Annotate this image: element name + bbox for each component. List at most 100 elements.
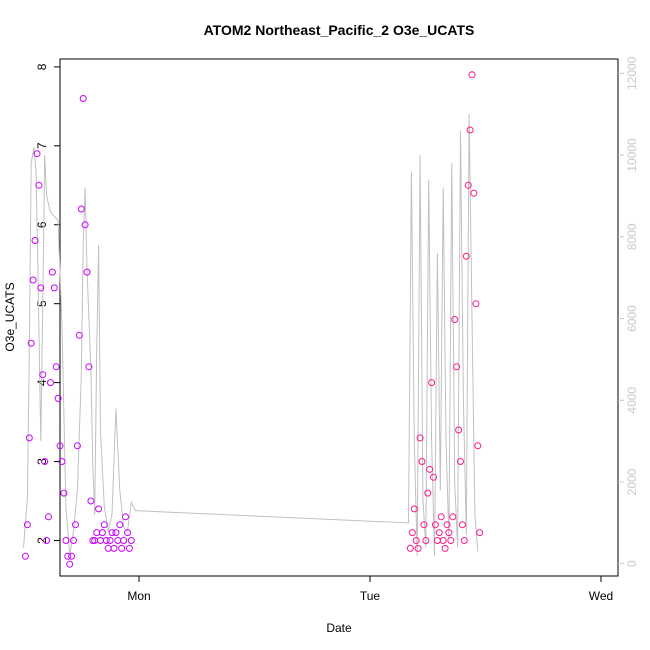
data-point xyxy=(124,529,131,537)
data-point xyxy=(29,276,37,284)
data-point xyxy=(47,379,54,387)
data-point xyxy=(453,363,461,371)
data-point xyxy=(97,537,104,544)
data-point xyxy=(60,489,68,497)
data-point xyxy=(455,426,463,434)
y-right-tick-label: 10000 xyxy=(625,138,639,172)
data-point xyxy=(116,521,124,529)
data-point xyxy=(25,434,33,442)
y-tick-label: 8 xyxy=(35,63,49,70)
data-point xyxy=(418,458,426,465)
data-point xyxy=(451,316,459,323)
plot-frame xyxy=(59,58,619,577)
data-point xyxy=(120,537,128,544)
data-point xyxy=(457,458,464,465)
data-point xyxy=(464,181,472,189)
data-point xyxy=(426,465,434,473)
data-point xyxy=(100,521,108,529)
y-tick-label: 7 xyxy=(35,142,49,149)
data-point xyxy=(98,529,106,537)
data-point xyxy=(424,489,432,497)
data-point xyxy=(441,544,449,552)
data-point xyxy=(114,537,122,544)
data-point xyxy=(458,521,466,529)
data-point xyxy=(108,529,116,537)
data-point xyxy=(75,331,83,339)
data-point xyxy=(43,537,51,544)
data-point xyxy=(460,537,468,544)
data-point xyxy=(435,529,443,537)
data-point xyxy=(104,544,112,552)
data-point xyxy=(56,442,64,450)
y-tick-label: 5 xyxy=(35,300,49,307)
axes: Mon Tue Wed2345678020004000600080001000012… xyxy=(35,56,639,603)
data-point xyxy=(89,537,97,544)
x-axis-label: Date xyxy=(326,621,352,635)
data-point xyxy=(433,537,441,544)
y-right-tick-label: 2000 xyxy=(625,468,639,495)
data-point xyxy=(48,268,56,276)
data-point xyxy=(122,513,129,521)
data-point xyxy=(447,537,455,544)
data-point xyxy=(70,537,77,544)
data-point xyxy=(416,434,424,442)
data-point xyxy=(95,505,103,513)
data-point xyxy=(445,529,453,537)
data-point xyxy=(431,521,439,529)
data-point xyxy=(406,544,414,552)
data-point xyxy=(422,537,430,544)
x-tick-label: Wed xyxy=(589,589,613,603)
data-point xyxy=(449,513,457,521)
y-right-tick-label: 12000 xyxy=(625,56,639,90)
x-tick-label: Tue xyxy=(360,589,381,603)
data-point xyxy=(125,544,133,552)
y-right-tick-label: 8000 xyxy=(625,223,639,250)
data-point xyxy=(87,497,95,505)
data-point xyxy=(33,150,41,158)
data-point xyxy=(443,521,451,529)
y-tick-label: 2 xyxy=(35,537,49,544)
data-point xyxy=(466,126,474,134)
data-point xyxy=(39,371,47,379)
data-point xyxy=(470,189,478,197)
data-point xyxy=(462,252,470,260)
data-point xyxy=(408,529,416,537)
altitude-line-series xyxy=(23,114,479,556)
data-point xyxy=(64,552,72,560)
data-point xyxy=(472,300,480,308)
data-point xyxy=(93,529,101,537)
data-point xyxy=(430,473,437,481)
data-point xyxy=(35,181,43,189)
data-point xyxy=(127,537,135,544)
data-point xyxy=(437,513,445,521)
y-tick-label: 6 xyxy=(35,221,49,228)
data-point xyxy=(81,221,89,229)
y-right-tick-label: 0 xyxy=(625,560,639,567)
data-point xyxy=(439,537,447,544)
data-point xyxy=(66,560,74,568)
altitude-line xyxy=(23,114,479,556)
data-point xyxy=(112,529,120,537)
data-point xyxy=(414,544,422,552)
data-point xyxy=(83,268,91,276)
data-point xyxy=(50,284,58,292)
data-point xyxy=(474,442,482,450)
o3e-points-series xyxy=(21,71,484,568)
data-point xyxy=(58,458,66,465)
data-point xyxy=(85,363,93,371)
data-point xyxy=(21,552,29,560)
data-point xyxy=(27,339,35,347)
data-point xyxy=(110,544,118,552)
data-point xyxy=(68,552,76,560)
x-tick-label: Mon xyxy=(127,589,150,603)
data-point xyxy=(62,537,70,544)
y-right-tick-label: 4000 xyxy=(625,387,639,414)
data-point xyxy=(420,521,428,529)
data-point xyxy=(45,513,52,521)
data-point xyxy=(118,544,126,552)
data-point xyxy=(102,537,110,544)
data-point xyxy=(428,379,436,387)
y-right-tick-label: 6000 xyxy=(625,305,639,332)
data-point xyxy=(37,284,45,292)
